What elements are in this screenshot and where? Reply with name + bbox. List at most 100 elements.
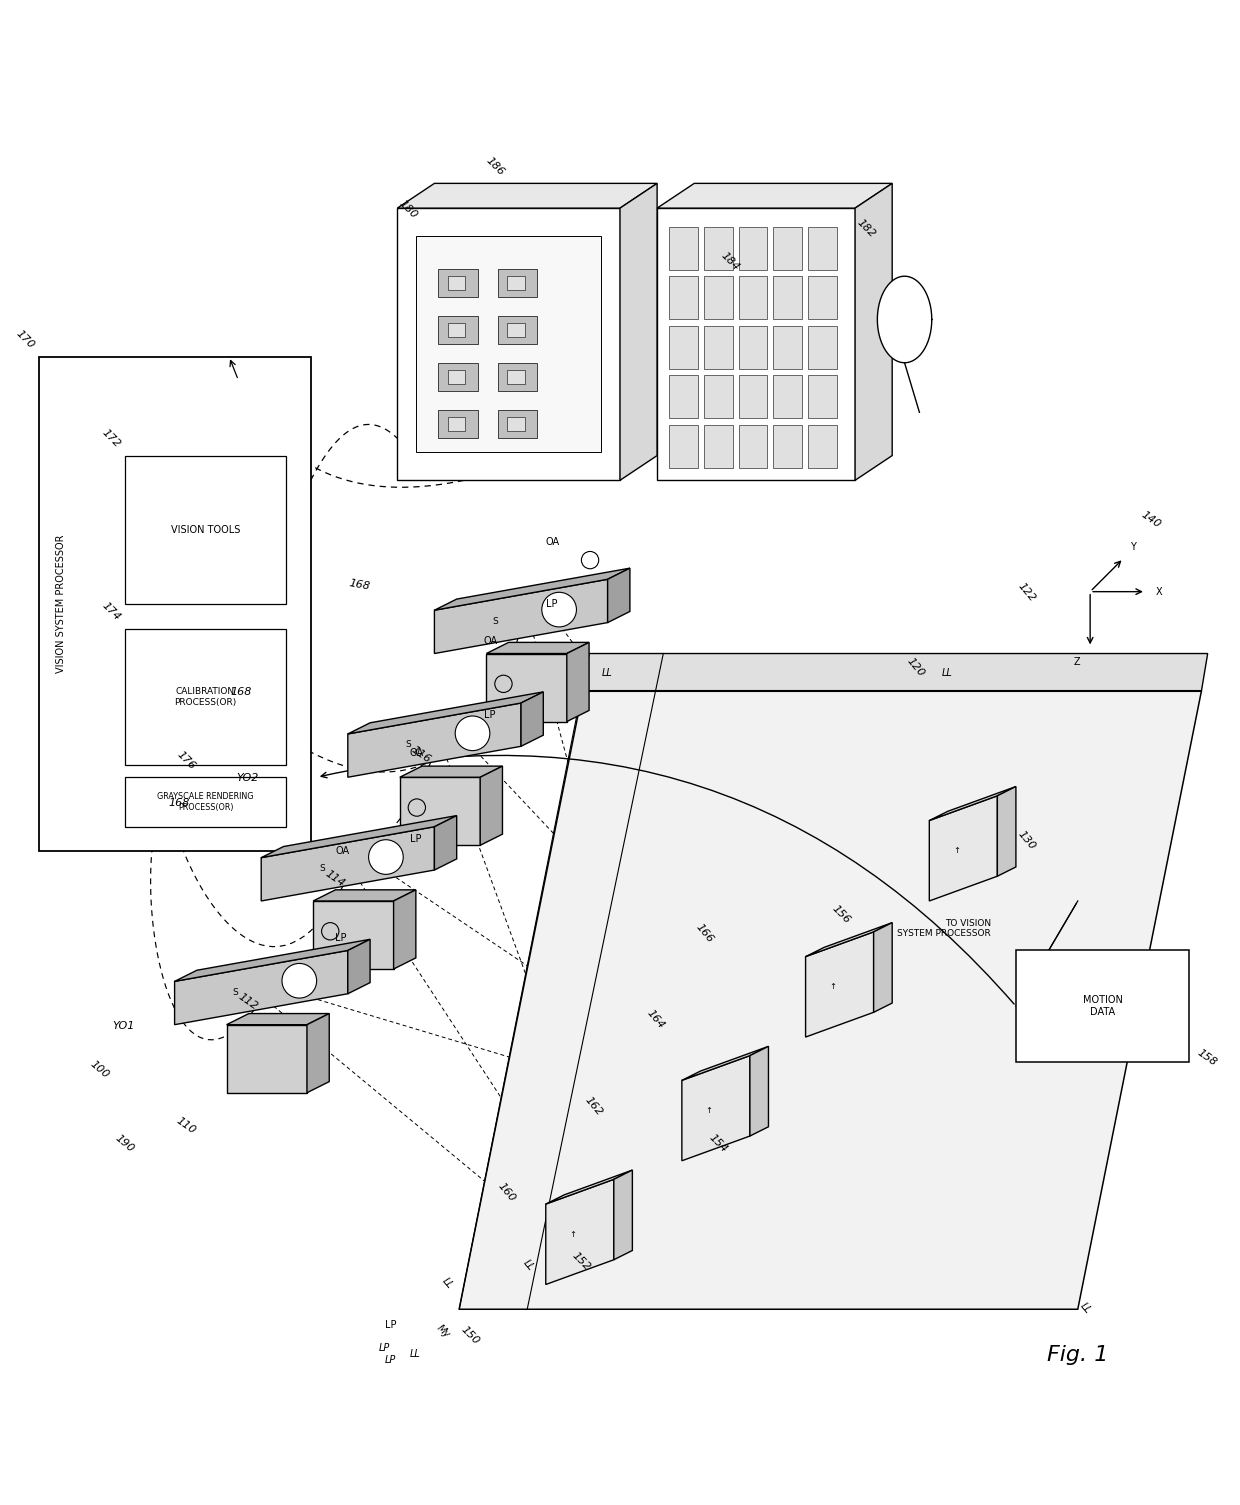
Polygon shape: [486, 643, 589, 653]
Text: MOTION
DATA: MOTION DATA: [1083, 995, 1122, 1017]
Polygon shape: [614, 1169, 632, 1260]
Text: 120: 120: [904, 656, 926, 679]
Polygon shape: [929, 787, 1016, 820]
Text: ↑: ↑: [569, 1230, 577, 1239]
Circle shape: [281, 963, 316, 998]
Polygon shape: [929, 796, 997, 901]
FancyBboxPatch shape: [438, 363, 477, 391]
Polygon shape: [347, 939, 370, 993]
Polygon shape: [434, 579, 608, 653]
Text: LP: LP: [384, 1354, 396, 1365]
Text: 114: 114: [324, 868, 346, 888]
Text: 156: 156: [831, 903, 853, 926]
Polygon shape: [393, 889, 415, 969]
FancyBboxPatch shape: [438, 411, 477, 438]
Text: 122: 122: [1016, 581, 1038, 604]
Polygon shape: [682, 1046, 769, 1081]
FancyBboxPatch shape: [507, 370, 525, 384]
FancyBboxPatch shape: [670, 375, 698, 418]
FancyBboxPatch shape: [670, 325, 698, 369]
Text: S: S: [319, 864, 325, 873]
Text: 150: 150: [459, 1324, 481, 1347]
FancyBboxPatch shape: [774, 227, 802, 269]
Polygon shape: [682, 1055, 750, 1160]
FancyBboxPatch shape: [739, 375, 768, 418]
FancyBboxPatch shape: [448, 322, 465, 337]
FancyBboxPatch shape: [1016, 951, 1189, 1063]
FancyBboxPatch shape: [774, 424, 802, 468]
Polygon shape: [175, 939, 370, 981]
FancyBboxPatch shape: [497, 411, 537, 438]
Polygon shape: [314, 901, 393, 969]
Text: 112: 112: [237, 992, 259, 1013]
Text: 164: 164: [645, 1008, 666, 1031]
Text: Z: Z: [1074, 658, 1080, 667]
Polygon shape: [314, 889, 415, 901]
Polygon shape: [546, 1180, 614, 1284]
FancyBboxPatch shape: [670, 277, 698, 319]
Text: LL: LL: [941, 668, 952, 679]
Text: 154: 154: [707, 1132, 729, 1154]
Text: LP: LP: [409, 834, 422, 844]
Text: YO2: YO2: [237, 774, 259, 784]
Text: LP: LP: [378, 1342, 391, 1353]
FancyBboxPatch shape: [507, 322, 525, 337]
Circle shape: [368, 840, 403, 874]
FancyBboxPatch shape: [448, 417, 465, 432]
Text: LP: LP: [386, 1320, 397, 1330]
Text: LP: LP: [336, 933, 347, 944]
Text: 190: 190: [113, 1133, 135, 1154]
Polygon shape: [657, 184, 893, 208]
FancyBboxPatch shape: [438, 269, 477, 296]
Polygon shape: [856, 184, 893, 480]
Text: 166: 166: [694, 921, 715, 944]
FancyBboxPatch shape: [448, 370, 465, 384]
FancyBboxPatch shape: [438, 316, 477, 343]
Text: 110: 110: [175, 1115, 198, 1136]
FancyBboxPatch shape: [739, 277, 768, 319]
FancyBboxPatch shape: [704, 277, 733, 319]
FancyBboxPatch shape: [808, 424, 837, 468]
Polygon shape: [227, 1013, 330, 1025]
Text: 170: 170: [14, 328, 36, 351]
Text: ↑: ↑: [706, 1106, 713, 1115]
Text: TO VISION
SYSTEM PROCESSOR: TO VISION SYSTEM PROCESSOR: [898, 918, 991, 938]
Text: 116: 116: [409, 745, 433, 765]
Text: OA: OA: [484, 637, 498, 646]
Text: LP: LP: [546, 599, 557, 610]
FancyBboxPatch shape: [497, 363, 537, 391]
Polygon shape: [175, 951, 347, 1025]
Text: 174: 174: [100, 600, 123, 623]
Polygon shape: [657, 208, 856, 480]
FancyBboxPatch shape: [125, 456, 286, 604]
Text: 140: 140: [1140, 509, 1163, 530]
Text: 168: 168: [231, 686, 252, 697]
FancyBboxPatch shape: [774, 325, 802, 369]
Text: 182: 182: [856, 217, 877, 239]
Polygon shape: [459, 691, 1202, 1309]
Text: 152: 152: [570, 1251, 593, 1272]
Text: X: X: [1156, 587, 1162, 596]
Text: 168: 168: [169, 798, 190, 808]
Text: My: My: [434, 1323, 451, 1339]
FancyBboxPatch shape: [507, 417, 525, 432]
FancyBboxPatch shape: [808, 227, 837, 269]
Text: 186: 186: [484, 155, 506, 178]
FancyBboxPatch shape: [670, 227, 698, 269]
Polygon shape: [227, 1025, 308, 1093]
Text: YO1: YO1: [113, 1020, 135, 1031]
FancyBboxPatch shape: [704, 424, 733, 468]
FancyBboxPatch shape: [125, 629, 286, 765]
Polygon shape: [583, 653, 1208, 691]
FancyBboxPatch shape: [704, 375, 733, 418]
FancyBboxPatch shape: [497, 316, 537, 343]
Polygon shape: [434, 569, 630, 610]
Polygon shape: [874, 923, 893, 1013]
Text: CALIBRATION
PROCESS(OR): CALIBRATION PROCESS(OR): [175, 688, 237, 706]
Text: OA: OA: [409, 748, 424, 757]
FancyBboxPatch shape: [808, 375, 837, 418]
Text: OA: OA: [336, 846, 350, 856]
Text: 172: 172: [100, 427, 123, 450]
Text: LL: LL: [440, 1276, 455, 1291]
Polygon shape: [347, 692, 543, 734]
